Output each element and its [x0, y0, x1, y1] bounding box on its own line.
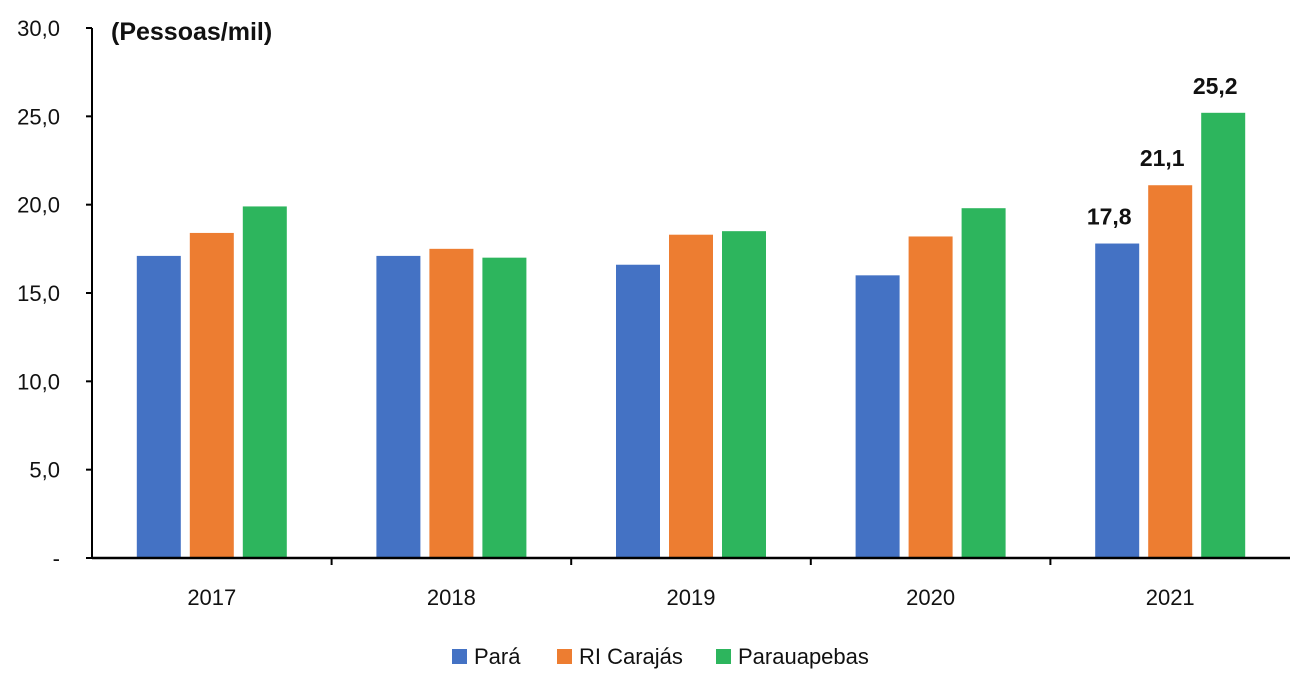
bar	[1201, 112, 1246, 559]
legend-swatch	[716, 649, 731, 664]
x-tick-label: 2021	[1146, 585, 1195, 610]
x-axis: 2017 2018 2019 2020 2021	[92, 556, 1290, 610]
y-axis: - 5,0 10,0 15,0 20,0 25,0 30,0	[17, 16, 93, 571]
bar	[855, 275, 900, 558]
bar	[1095, 243, 1140, 559]
data-labels: 17,8 21,1 25,2	[1087, 73, 1238, 230]
x-tick-label: 2017	[187, 585, 236, 610]
bar	[189, 232, 234, 558]
y-tick-label: 10,0	[17, 369, 60, 394]
legend-swatch	[452, 649, 467, 664]
bar	[616, 264, 660, 558]
bar	[669, 234, 713, 558]
legend-label: Parauapebas	[738, 644, 869, 669]
bars	[136, 112, 1246, 559]
y-tick-label: 25,0	[17, 104, 60, 129]
legend-swatch	[557, 649, 572, 664]
bar	[908, 236, 953, 558]
data-label: 21,1	[1140, 145, 1185, 171]
bar	[482, 257, 527, 558]
y-tick-label: 20,0	[17, 193, 60, 218]
legend: Pará RI Carajás Parauapebas	[452, 644, 869, 669]
bar	[376, 255, 421, 558]
x-tick-label: 2020	[906, 585, 955, 610]
y-tick-label: -	[53, 546, 60, 571]
data-label: 25,2	[1193, 73, 1238, 99]
data-label: 17,8	[1087, 204, 1132, 230]
bar	[136, 255, 181, 558]
bar	[722, 231, 766, 558]
unit-label: (Pessoas/mil)	[111, 18, 272, 46]
legend-label: RI Carajás	[579, 644, 683, 669]
y-tick-label: 15,0	[17, 281, 60, 306]
y-tick-label: 30,0	[17, 16, 60, 41]
x-tick-label: 2019	[667, 585, 716, 610]
bar	[242, 206, 287, 558]
x-tick-label: 2018	[427, 585, 476, 610]
bar	[429, 248, 474, 559]
legend-label: Pará	[474, 644, 521, 669]
bar	[1148, 185, 1193, 558]
y-tick-label: 5,0	[29, 458, 60, 483]
bar	[961, 208, 1006, 558]
